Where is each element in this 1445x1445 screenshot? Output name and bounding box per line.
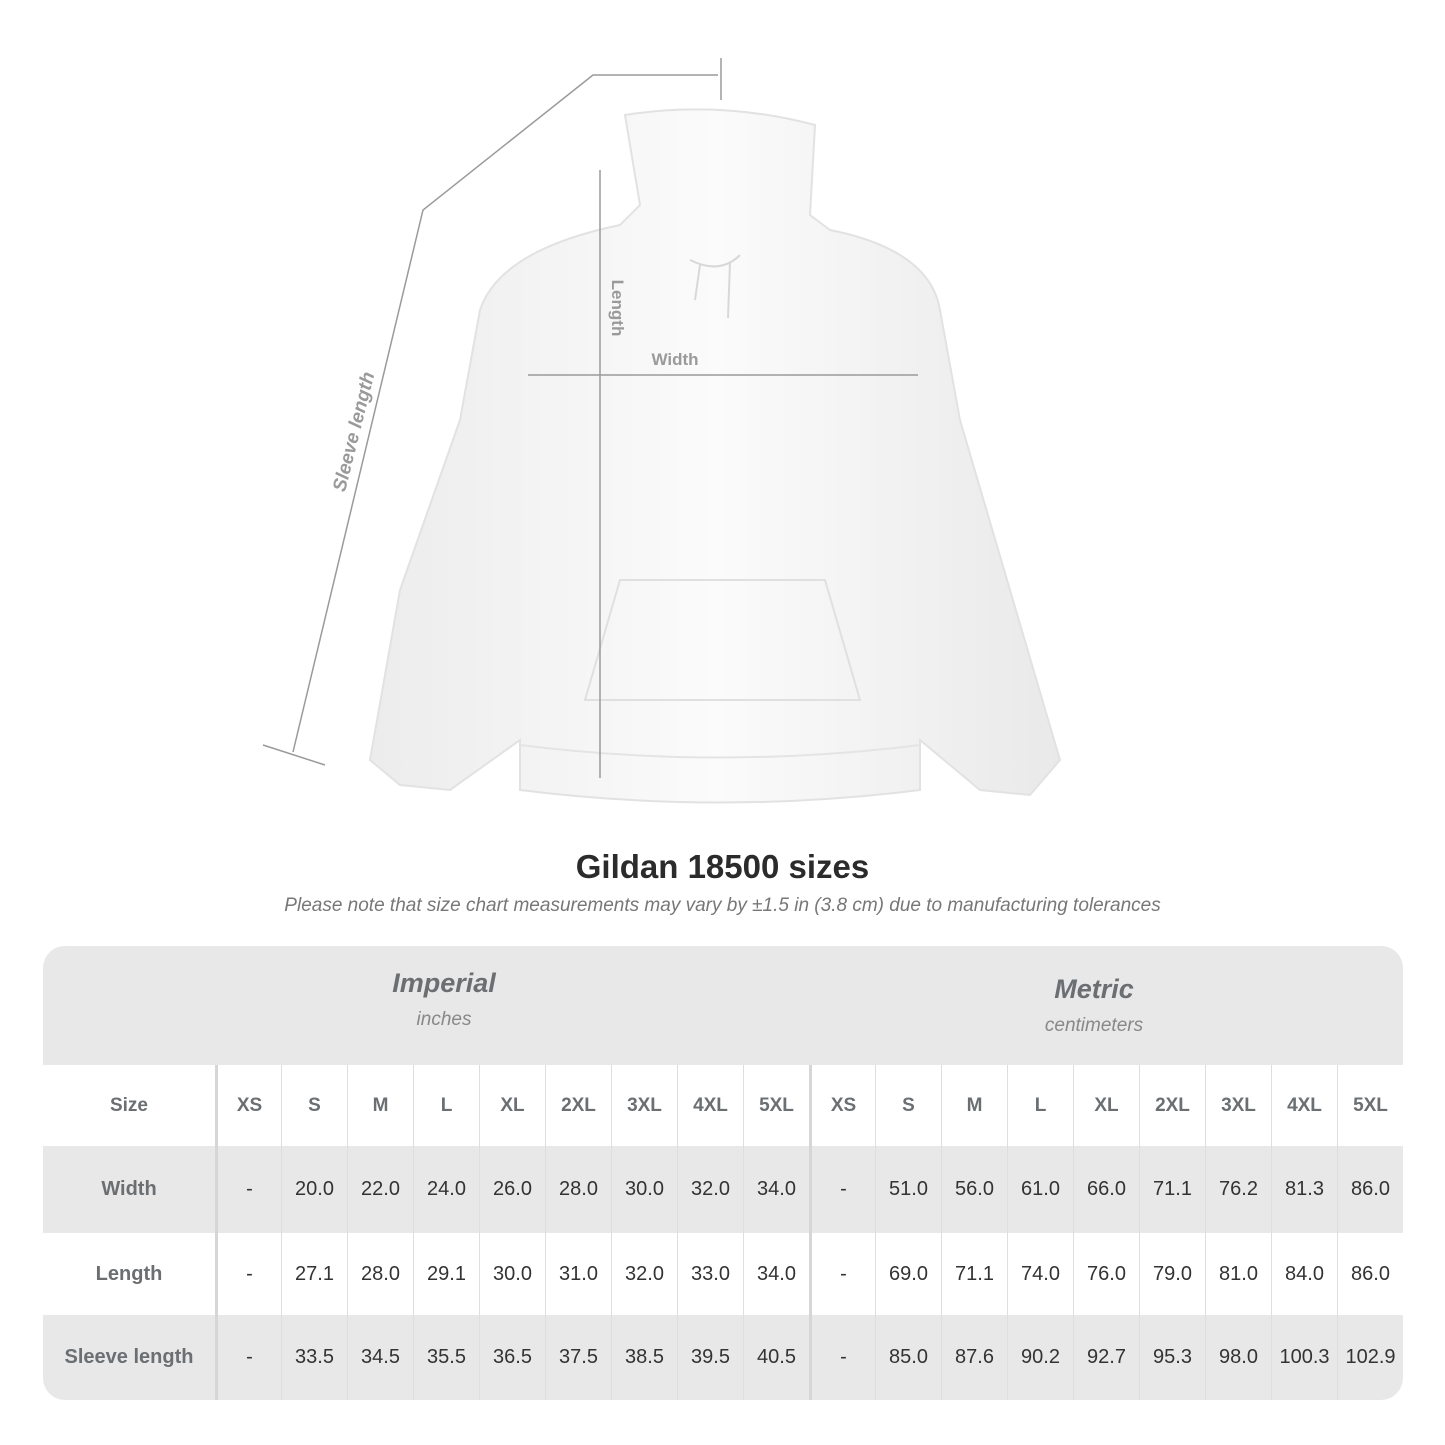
table-cell: 24.0: [413, 1146, 479, 1233]
table-cell: 3XL: [611, 1065, 677, 1146]
length-label: Length: [608, 280, 627, 337]
table-cell: S: [875, 1065, 941, 1146]
table-cell: 34.0: [743, 1233, 809, 1315]
table-cell: 33.0: [677, 1233, 743, 1315]
table-cell: 69.0: [875, 1233, 941, 1315]
table-cell: 51.0: [875, 1146, 941, 1233]
measure-lines: [262, 58, 918, 778]
table-cell: 28.0: [347, 1233, 413, 1315]
table-cell: 86.0: [1337, 1233, 1403, 1315]
metric-unit: centimeters: [1044, 1015, 1144, 1036]
table-cell: 29.1: [413, 1233, 479, 1315]
table-cell: 32.0: [611, 1233, 677, 1315]
table-cell: 98.0: [1205, 1315, 1271, 1400]
table-cell: 20.0: [281, 1146, 347, 1233]
table-cell: XS: [809, 1065, 875, 1146]
table-cell: -: [809, 1233, 875, 1315]
table-cell: 36.5: [479, 1315, 545, 1400]
metric-header: Metric centimeters: [809, 974, 1379, 1093]
table-cell: 100.3: [1271, 1315, 1337, 1400]
hoodie-shape: [368, 108, 1062, 804]
table-cell: 66.0: [1073, 1146, 1139, 1233]
table-cell: S: [281, 1065, 347, 1146]
table-cell: XL: [479, 1065, 545, 1146]
table-cell: 4XL: [677, 1065, 743, 1146]
table-cell: 2XL: [1139, 1065, 1205, 1146]
row-label: Length: [95, 1262, 163, 1285]
table-row: Length -27.1 28.0 29.1 30.0 31.0 32.0 33.0 34.0-…: [43, 1233, 1403, 1315]
chart-title: Gildan 18500 sizes: [575, 848, 870, 885]
imperial-title: Imperial: [392, 968, 496, 998]
table-cell: -: [215, 1233, 281, 1315]
table-cell: 71.1: [941, 1233, 1007, 1315]
table-cell: 2XL: [545, 1065, 611, 1146]
table-cell: 26.0: [479, 1146, 545, 1233]
table-cell: 32.0: [677, 1146, 743, 1233]
table-cell: 30.0: [479, 1233, 545, 1315]
table-cell: 71.1: [1139, 1146, 1205, 1233]
size-header-row: Size XS S M L XL 2XL 3XL 4XL 5XL XS S M L XL 2XL 3XL 4XL 5…: [43, 1065, 1403, 1146]
table-cell: 92.7: [1073, 1315, 1139, 1400]
table-cell: 74.0: [1007, 1233, 1073, 1315]
hoodie-illustration: Sleeve length Length Width: [262, 58, 1062, 804]
table-cell: L: [1007, 1065, 1073, 1146]
row-label: Size: [109, 1094, 149, 1116]
table-cell: 40.5: [743, 1315, 809, 1400]
table-cell: 56.0: [941, 1146, 1007, 1233]
table-cell: -: [809, 1315, 875, 1400]
table-cell: 39.5: [677, 1315, 743, 1400]
table-cell: 76.0: [1073, 1233, 1139, 1315]
table-cell: 86.0: [1337, 1146, 1403, 1233]
table-cell: 102.9: [1337, 1315, 1403, 1400]
sleeve-length-label: Sleeve length: [329, 370, 379, 494]
table-row: Width -20.0 22.0 24.0 26.0 28.0 30.0 32.0 34.0-5…: [43, 1146, 1403, 1233]
table-cell: XL: [1073, 1065, 1139, 1146]
table-cell: 34.5: [347, 1315, 413, 1400]
table-cell: 37.5: [545, 1315, 611, 1400]
size-table: Imperial inches Metric centimeters Size X…: [43, 946, 1403, 1400]
table-cell: 79.0: [1139, 1233, 1205, 1315]
table-cell: -: [809, 1146, 875, 1233]
table-cell: L: [413, 1065, 479, 1146]
table-cell: 90.2: [1007, 1315, 1073, 1400]
table-cell: 38.5: [611, 1315, 677, 1400]
metric-title: Metric: [1054, 974, 1134, 1004]
row-label: Sleeve length: [64, 1346, 194, 1368]
table-row: Sleeve length -33.5 34.5 35.5 36.5 37.5 38.5 39…: [43, 1315, 1403, 1400]
table-cell: -: [215, 1146, 281, 1233]
table-cell: XS: [215, 1065, 281, 1146]
table-cell: 27.1: [281, 1233, 347, 1315]
table-cell: 31.0: [545, 1233, 611, 1315]
units-header: [43, 946, 1403, 1065]
table-cell: 4XL: [1271, 1065, 1337, 1146]
width-label: Width: [651, 350, 698, 369]
table-cell: 84.0: [1271, 1233, 1337, 1315]
table-cell: 34.0: [743, 1146, 809, 1233]
table-cell: 76.2: [1205, 1146, 1271, 1233]
table-cell: 5XL: [1337, 1065, 1403, 1146]
table-cell: 81.0: [1205, 1233, 1271, 1315]
table-cell: 85.0: [875, 1315, 941, 1400]
table-cell: 35.5: [413, 1315, 479, 1400]
row-label: Width: [101, 1178, 157, 1200]
table-cell: 22.0: [347, 1146, 413, 1233]
table-cell: 30.0: [611, 1146, 677, 1233]
table-cell: 28.0: [545, 1146, 611, 1233]
table-cell: 61.0: [1007, 1146, 1073, 1233]
table-cell: -: [215, 1315, 281, 1400]
table-cell: 81.3: [1271, 1146, 1337, 1233]
table-cell: 33.5: [281, 1315, 347, 1400]
table-cell: M: [347, 1065, 413, 1146]
tolerance-note: Please note that size chart measurements…: [284, 895, 1161, 916]
table-cell: 87.6: [941, 1315, 1007, 1400]
table-cell: 3XL: [1205, 1065, 1271, 1146]
table-cell: 95.3: [1139, 1315, 1205, 1400]
table-cell: M: [941, 1065, 1007, 1146]
table-cell: 5XL: [743, 1065, 809, 1146]
imperial-header: Imperial inches: [215, 968, 673, 1087]
imperial-unit: inches: [416, 1009, 472, 1030]
